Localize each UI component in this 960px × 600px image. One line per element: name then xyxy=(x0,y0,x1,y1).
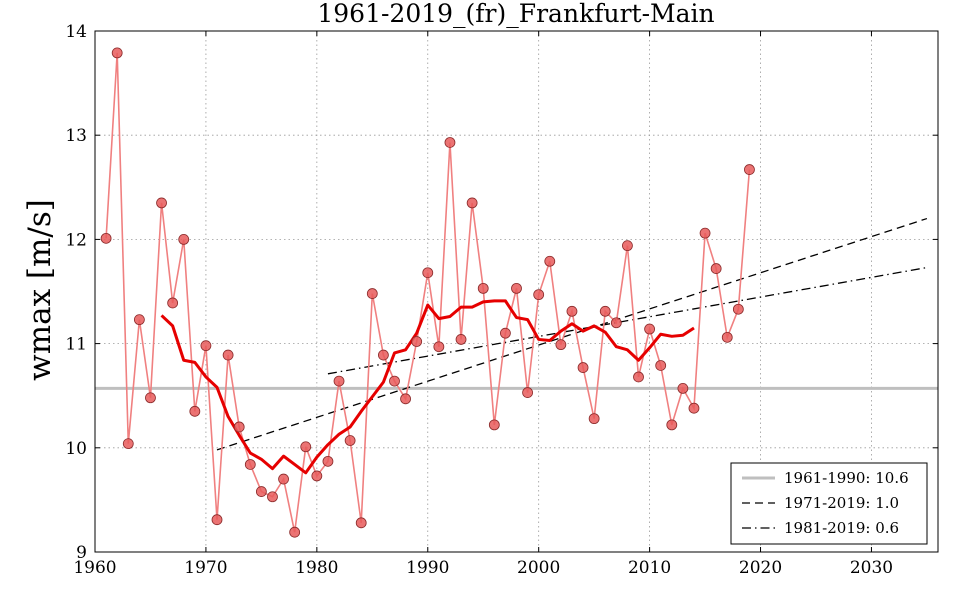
x-tick-label: 2000 xyxy=(517,558,560,578)
data-point-1966 xyxy=(156,197,167,209)
trend-line-1 xyxy=(216,217,928,451)
data-point-2012 xyxy=(666,419,678,431)
data-point-1973 xyxy=(233,421,245,433)
data-point-1980 xyxy=(311,470,323,482)
data-point-2005 xyxy=(588,413,600,425)
data-point-2018 xyxy=(732,303,744,315)
data-point-1988 xyxy=(400,393,411,405)
data-point-1968 xyxy=(178,233,190,245)
data-point-2002 xyxy=(555,339,567,351)
x-tick-label: 2030 xyxy=(850,558,893,578)
data-point-1971 xyxy=(211,514,223,526)
data-point-1999 xyxy=(522,387,533,398)
x-tick-label: 1970 xyxy=(184,558,227,578)
data-point-1994 xyxy=(466,197,478,209)
y-axis-label: wmax [m/s] xyxy=(22,199,58,381)
y-tick-label: 13 xyxy=(65,126,87,146)
reference-lines xyxy=(95,217,938,451)
data-point-1981 xyxy=(322,455,334,467)
data-point-2006 xyxy=(599,305,611,317)
data-point-1989 xyxy=(411,336,423,347)
x-tick-label: 1980 xyxy=(295,558,338,578)
plot-frame xyxy=(94,30,939,553)
series xyxy=(100,47,755,538)
data-point-1963 xyxy=(122,438,134,450)
data-point-1976 xyxy=(267,491,278,503)
y-tick-label: 9 xyxy=(76,543,87,563)
data-point-1978 xyxy=(289,526,301,538)
data-point-1983 xyxy=(344,435,356,446)
y-tick-label: 14 xyxy=(65,22,87,42)
data-point-1990 xyxy=(422,267,434,279)
data-point-1977 xyxy=(278,473,289,485)
data-point-1998 xyxy=(511,282,522,294)
y-tick-label: 12 xyxy=(65,230,87,250)
data-point-1985 xyxy=(366,288,378,299)
data-point-2011 xyxy=(655,360,667,371)
data-point-2016 xyxy=(710,263,722,274)
data-point-1961 xyxy=(100,232,112,244)
data-point-1965 xyxy=(145,392,156,404)
trend-line-2 xyxy=(327,266,928,375)
data-point-1982 xyxy=(333,375,345,387)
data-point-1992 xyxy=(444,137,456,148)
data-point-2017 xyxy=(721,331,733,343)
data-point-2014 xyxy=(688,402,700,414)
data-point-1962 xyxy=(111,47,123,59)
data-point-2019 xyxy=(744,164,755,175)
x-tick-label: 1990 xyxy=(406,558,449,578)
data-point-1987 xyxy=(389,375,400,387)
data-point-1986 xyxy=(377,349,389,361)
data-point-2004 xyxy=(577,362,589,373)
data-point-1991 xyxy=(433,341,445,353)
legend: 1961-1990: 10.6 1971-2019: 1.0 1981-2019: … xyxy=(730,462,928,545)
x-tick-label: 2020 xyxy=(739,558,782,578)
data-point-1964 xyxy=(133,314,145,326)
ticks: 1960 1970 1980 1990 2000 2010 2020 2030 9 10 11 12 1… xyxy=(65,22,938,578)
data-point-1993 xyxy=(455,334,467,345)
data-point-2009 xyxy=(633,371,644,383)
data-point-2013 xyxy=(677,383,689,394)
data-point-1969 xyxy=(189,405,201,417)
smoothed-series-line xyxy=(160,299,695,475)
legend-label-1: 1971-2019: 1.0 xyxy=(784,494,899,512)
data-point-1996 xyxy=(488,419,500,431)
data-point-2015 xyxy=(699,227,711,239)
data-point-2000 xyxy=(533,289,545,301)
data-point-2003 xyxy=(566,305,578,317)
data-point-1975 xyxy=(255,486,267,497)
y-tick-label: 10 xyxy=(65,439,87,459)
data-point-2001 xyxy=(544,255,556,267)
data-point-1979 xyxy=(300,441,312,453)
legend-label-0: 1961-1990: 10.6 xyxy=(784,469,909,487)
data-point-1984 xyxy=(355,517,367,529)
x-tick-label: 2010 xyxy=(628,558,671,578)
data-point-2007 xyxy=(610,317,622,329)
data-point-1995 xyxy=(477,282,489,294)
data-point-2008 xyxy=(622,240,633,252)
x-tick-label: 1960 xyxy=(73,558,116,578)
data-point-1972 xyxy=(222,349,234,361)
data-point-1967 xyxy=(167,297,179,309)
legend-label-2: 1981-2019: 0.6 xyxy=(784,519,899,537)
data-point-2010 xyxy=(644,323,656,335)
chart-title: 1961-2019_(fr)_Frankfurt-Main xyxy=(317,0,714,28)
y-tick-label: 11 xyxy=(65,335,87,355)
data-point-1974 xyxy=(244,459,256,470)
data-point-1970 xyxy=(200,340,212,352)
data-point-1997 xyxy=(500,327,511,339)
